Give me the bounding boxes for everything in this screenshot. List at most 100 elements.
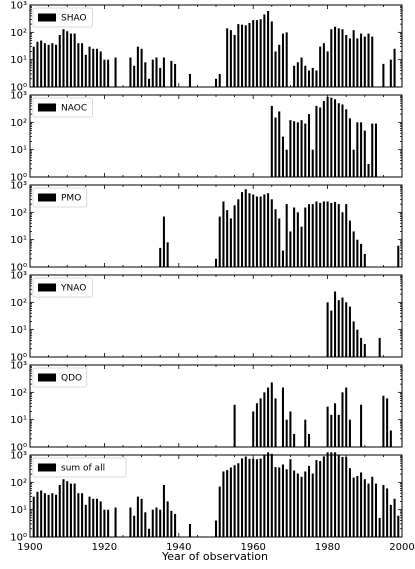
y-tick-label: 10² xyxy=(10,208,27,219)
bar xyxy=(270,382,273,447)
bar xyxy=(237,199,240,267)
bar xyxy=(285,32,288,87)
legend-label: YNAO xyxy=(60,284,86,294)
bar xyxy=(341,297,344,357)
bar xyxy=(267,387,270,447)
legend-label: PMO xyxy=(61,194,81,204)
bar xyxy=(334,99,337,177)
bar xyxy=(233,205,236,267)
x-tick-label: 1900 xyxy=(17,542,42,553)
bar xyxy=(296,473,299,537)
bar xyxy=(345,456,348,537)
bar xyxy=(133,515,136,537)
bar xyxy=(300,476,303,537)
bar xyxy=(95,48,98,87)
bar xyxy=(337,455,340,537)
bar xyxy=(348,468,351,537)
bar xyxy=(352,477,355,537)
y-tick-label: 10² xyxy=(10,478,27,489)
bar xyxy=(293,470,296,537)
panel-0: 10⁰ 10¹ 10² 10³ SHAO xyxy=(10,1,403,94)
bar xyxy=(55,44,58,87)
bar xyxy=(319,202,322,267)
bar xyxy=(337,204,340,267)
panel-4: 10⁰ 10¹ 10² 10³ QDO xyxy=(10,361,403,454)
bar xyxy=(307,433,311,447)
bar xyxy=(371,36,374,87)
legend-label: NAOC xyxy=(61,104,87,114)
bar xyxy=(337,414,340,447)
bar xyxy=(226,470,229,537)
bar xyxy=(255,403,258,447)
bar xyxy=(263,14,266,88)
bar xyxy=(174,63,177,87)
bar xyxy=(40,490,43,537)
bar xyxy=(337,300,340,357)
bar xyxy=(229,30,232,88)
bar xyxy=(311,149,314,177)
bar xyxy=(300,57,303,87)
bar xyxy=(352,149,355,177)
bar xyxy=(337,103,340,177)
bar xyxy=(330,97,333,177)
bar xyxy=(140,498,143,537)
bar xyxy=(319,107,322,177)
bar xyxy=(382,63,385,87)
bar xyxy=(47,494,50,537)
bar xyxy=(51,43,54,87)
bar xyxy=(356,476,359,537)
bar xyxy=(162,484,165,537)
bar xyxy=(345,109,348,177)
bar xyxy=(348,419,351,447)
bar xyxy=(281,136,284,177)
bar xyxy=(341,29,344,87)
bar xyxy=(218,216,221,267)
bar xyxy=(363,130,366,177)
bar xyxy=(248,22,251,87)
bar xyxy=(151,59,154,87)
legend: sum of all xyxy=(32,457,127,478)
bar xyxy=(293,65,296,87)
bar xyxy=(378,517,381,537)
bar xyxy=(307,204,311,267)
bar xyxy=(374,123,377,177)
bar xyxy=(352,30,355,88)
bar xyxy=(43,43,46,87)
bar xyxy=(58,34,61,87)
bar xyxy=(66,31,69,87)
bar xyxy=(334,452,337,537)
bar xyxy=(144,62,147,87)
bar xyxy=(367,483,370,537)
bar xyxy=(285,149,288,177)
legend-swatch xyxy=(38,103,56,112)
bar xyxy=(278,218,281,267)
bar xyxy=(92,498,95,537)
bar xyxy=(274,51,277,87)
legend-label: sum of all xyxy=(61,464,105,474)
bar xyxy=(155,507,158,537)
bar xyxy=(255,196,258,267)
bar xyxy=(270,105,273,177)
bar xyxy=(244,456,247,537)
bar xyxy=(214,78,218,87)
legend-box xyxy=(32,97,93,118)
bar xyxy=(255,459,258,537)
bar xyxy=(274,209,277,267)
legend: YNAO xyxy=(32,277,93,298)
bar xyxy=(244,189,247,267)
bar xyxy=(77,493,80,537)
bar xyxy=(389,504,392,537)
bar xyxy=(293,433,296,447)
x-axis: 1900 1920 1940 1960 1980 2000 xyxy=(17,542,414,553)
bar xyxy=(296,212,299,267)
bars xyxy=(159,189,400,267)
bar xyxy=(397,515,400,537)
bar xyxy=(363,479,366,537)
bar xyxy=(170,510,173,537)
bar xyxy=(77,43,80,87)
bar xyxy=(348,306,351,357)
bar xyxy=(92,48,95,87)
bar xyxy=(360,404,363,447)
y-tick-label: 10² xyxy=(10,298,27,309)
